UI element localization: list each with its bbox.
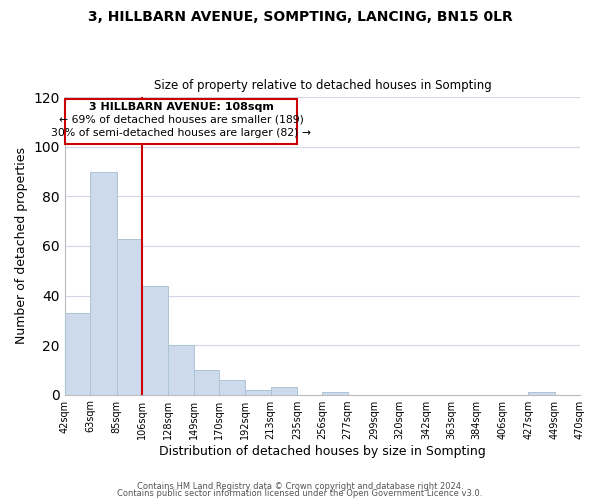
Text: Contains HM Land Registry data © Crown copyright and database right 2024.: Contains HM Land Registry data © Crown c… <box>137 482 463 491</box>
Text: 30% of semi-detached houses are larger (82) →: 30% of semi-detached houses are larger (… <box>51 128 311 138</box>
Bar <box>90 172 116 394</box>
Bar <box>528 392 555 394</box>
Text: ← 69% of detached houses are smaller (189): ← 69% of detached houses are smaller (18… <box>59 114 304 124</box>
Text: 3, HILLBARN AVENUE, SOMPTING, LANCING, BN15 0LR: 3, HILLBARN AVENUE, SOMPTING, LANCING, B… <box>88 10 512 24</box>
Bar <box>322 392 347 394</box>
Title: Size of property relative to detached houses in Sompting: Size of property relative to detached ho… <box>154 79 491 92</box>
Text: 3 HILLBARN AVENUE: 108sqm: 3 HILLBARN AVENUE: 108sqm <box>89 102 274 112</box>
Bar <box>142 286 169 395</box>
Bar <box>219 380 245 394</box>
Bar <box>271 387 297 394</box>
Bar <box>245 390 271 394</box>
X-axis label: Distribution of detached houses by size in Sompting: Distribution of detached houses by size … <box>159 444 486 458</box>
FancyBboxPatch shape <box>65 98 297 144</box>
Bar <box>169 345 194 395</box>
Text: Contains public sector information licensed under the Open Government Licence v3: Contains public sector information licen… <box>118 490 482 498</box>
Bar <box>194 370 219 394</box>
Bar <box>116 238 142 394</box>
Y-axis label: Number of detached properties: Number of detached properties <box>15 148 28 344</box>
Bar <box>65 313 90 394</box>
